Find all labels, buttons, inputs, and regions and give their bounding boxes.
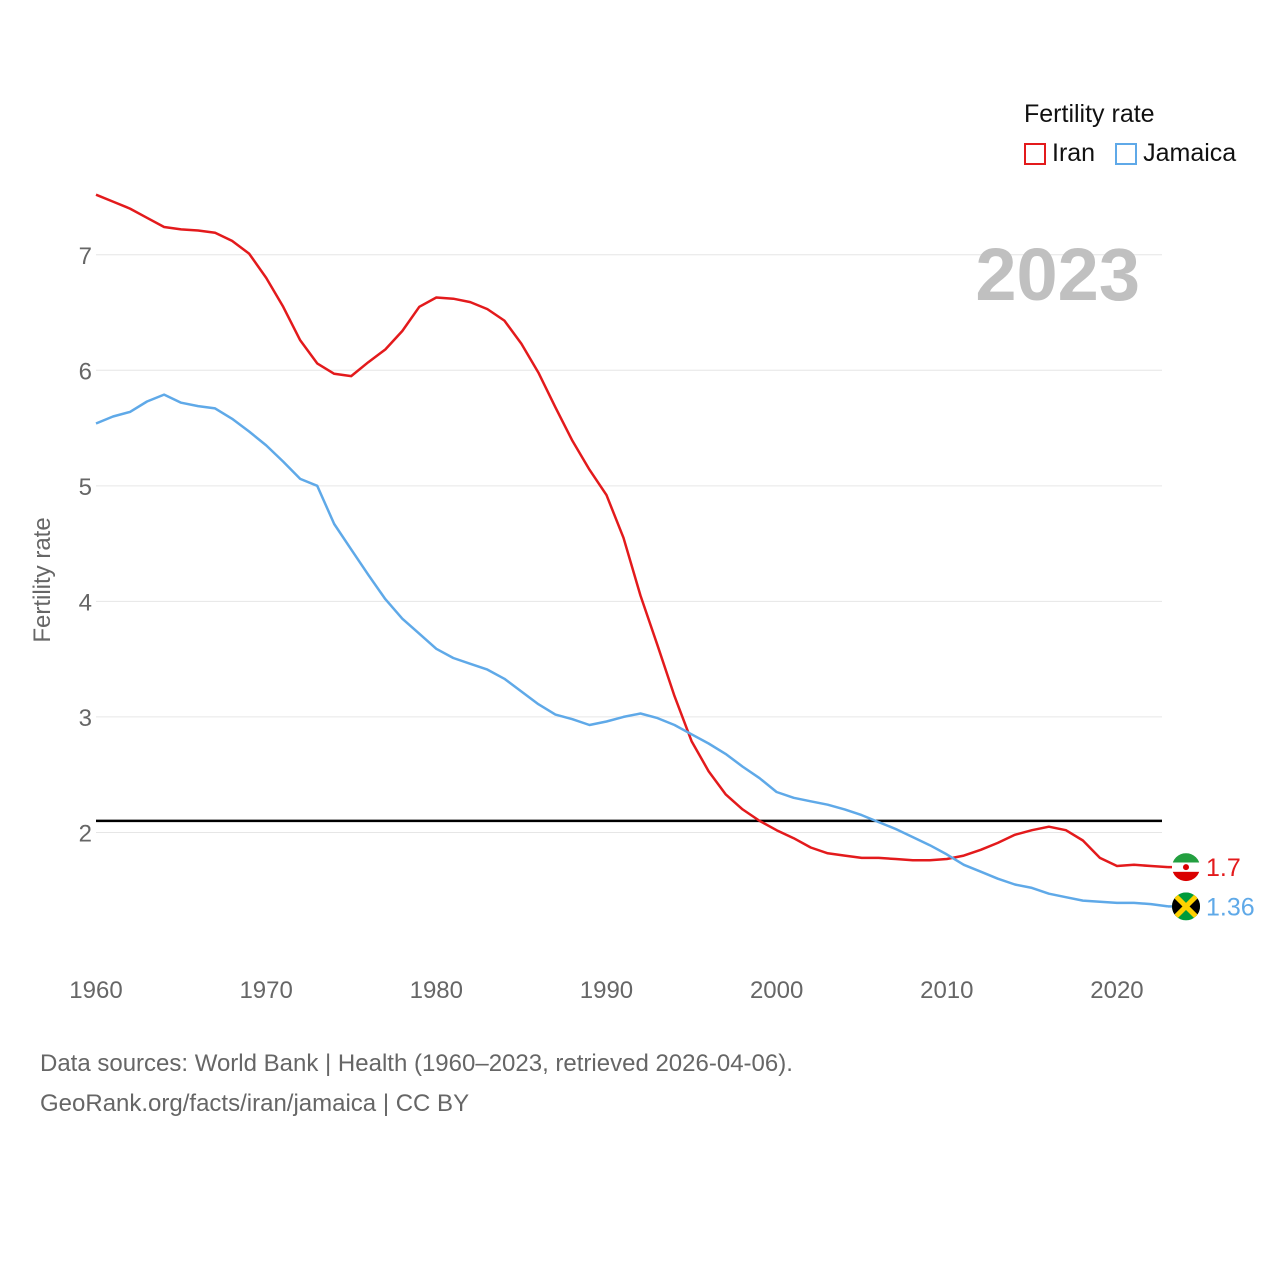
year-label: 2023: [975, 233, 1140, 316]
legend: Fertility rate Iran Jamaica: [1024, 100, 1236, 168]
y-tick-label: 6: [79, 358, 92, 385]
legend-item-jamaica[interactable]: Jamaica: [1115, 139, 1236, 168]
legend-label-jamaica: Jamaica: [1143, 139, 1237, 167]
y-axis-label: Fertility rate: [29, 517, 56, 642]
y-tick-label: 7: [79, 243, 92, 270]
grid-lines: [96, 254, 1162, 833]
series-line-iran[interactable]: [95, 193, 1169, 869]
x-tick-label: 2010: [920, 977, 973, 1004]
end-value-label: 1.7: [1206, 854, 1241, 882]
legend-swatch-jamaica: [1115, 142, 1138, 165]
y-tick-label: 4: [79, 589, 92, 616]
legend-item-iran[interactable]: Iran: [1024, 139, 1095, 168]
jamaica-flag-icon: [1172, 892, 1200, 921]
source-link[interactable]: GeoRank.org/facts/iran/jamaica | CC BY: [40, 1090, 470, 1117]
x-tick-label: 1990: [580, 977, 633, 1004]
data-sources: Data sources: World Bank | Health (1960–…: [40, 1044, 793, 1124]
legend-swatch-iran: [1024, 142, 1046, 165]
x-tick-label: 2020: [1090, 977, 1143, 1004]
legend-title: Fertility rate: [1024, 100, 1155, 128]
iran-flag-icon: [1172, 853, 1200, 882]
series-group: [95, 193, 1169, 908]
end-value-label: 1.36: [1206, 893, 1255, 921]
x-tick-label: 2000: [750, 977, 803, 1004]
series-line-jamaica[interactable]: [95, 393, 1169, 908]
x-tick-label: 1980: [410, 977, 463, 1004]
y-tick-label: 5: [79, 474, 92, 501]
y-axis-ticks: 2 3 4 5 6 7: [79, 243, 92, 848]
x-axis-ticks: 1960 1970 1980 1990 2000 2010 2020: [69, 977, 1143, 1004]
legend-label-iran: Iran: [1052, 139, 1096, 167]
x-tick-label: 1970: [239, 977, 292, 1004]
y-tick-label: 3: [79, 705, 92, 732]
end-labels: 1.7 1.36: [1168, 853, 1255, 921]
x-tick-label: 1960: [69, 977, 122, 1004]
y-tick-label: 2: [79, 820, 92, 847]
source-line: Data sources: World Bank | Health (1960–…: [40, 1050, 793, 1077]
